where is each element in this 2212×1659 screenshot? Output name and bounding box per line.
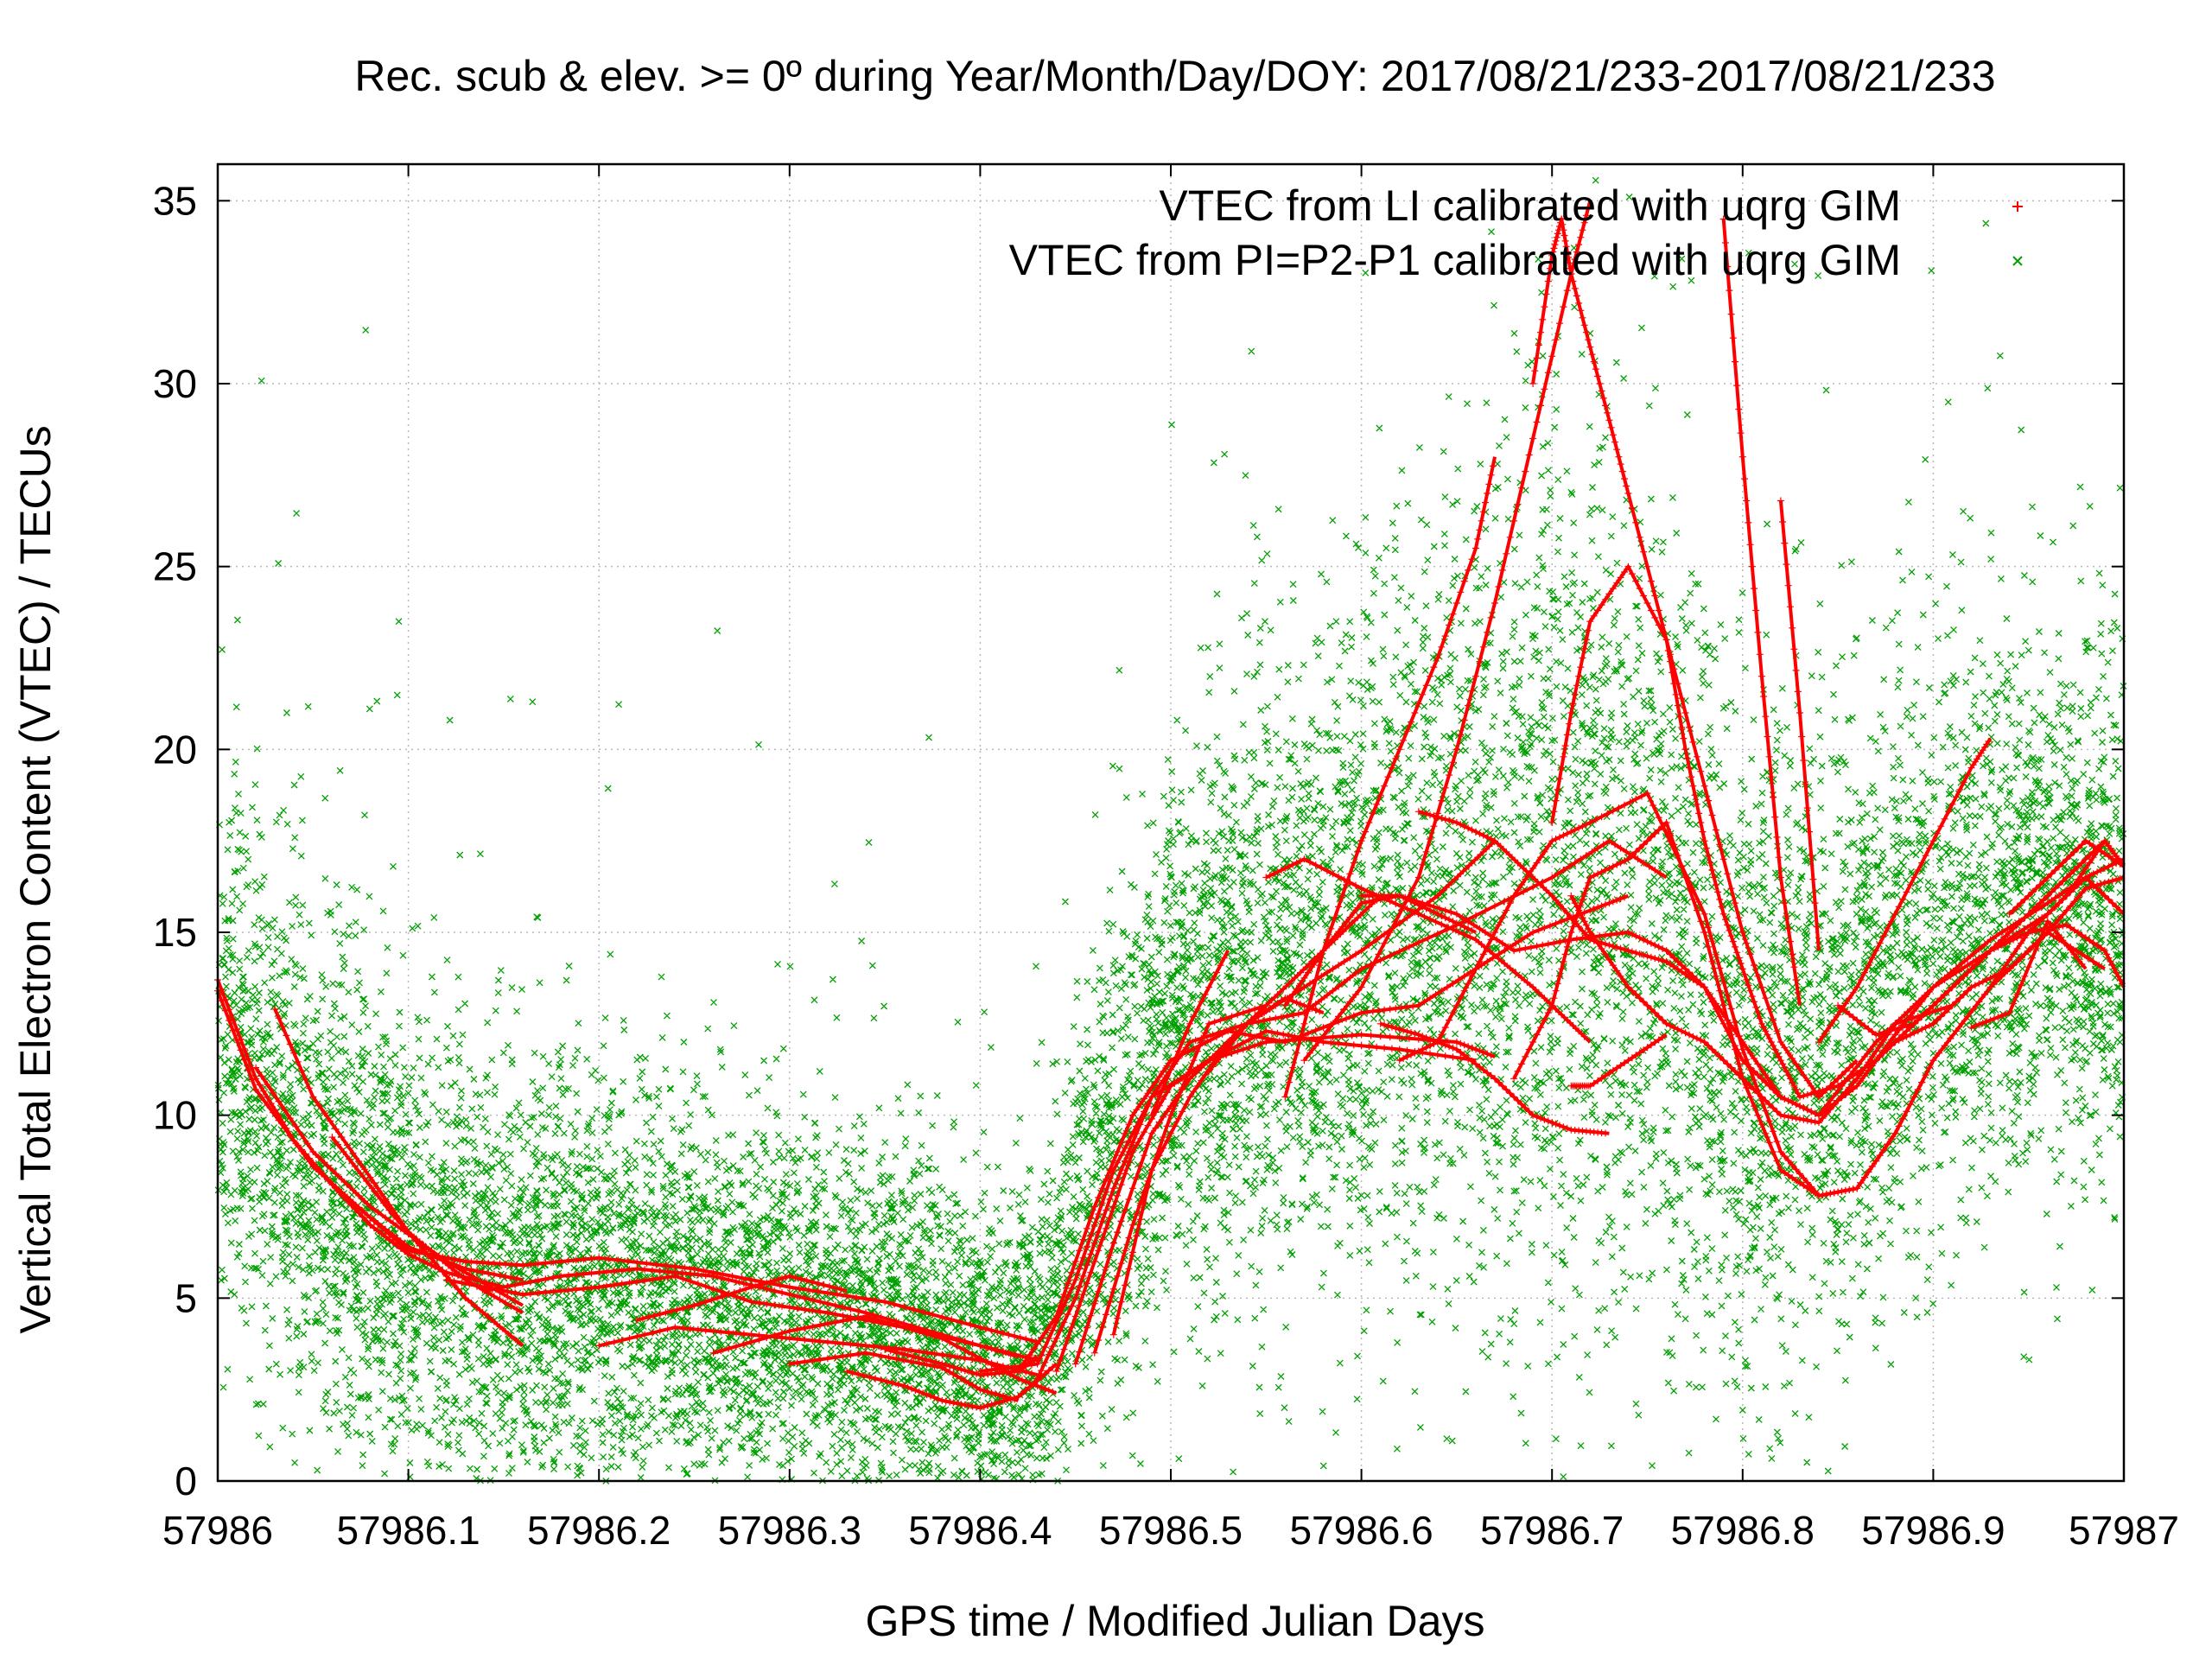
li-arc-plus-marks [595,1324,1035,1377]
li-arc-plus-marks [480,1265,1014,1358]
li-arc-41 [1967,918,2088,1032]
scatter-points [214,176,2127,1484]
chart-title: Rec. scub & elev. >= 0º during Year/Mont… [354,52,1995,100]
li-arc-plus-marks [1262,855,1588,1040]
li-arc-40 [1891,874,2125,1046]
li-arc-plus-marks [1815,738,1993,1046]
li-arc-plus-marks [633,1272,845,1324]
y-tick-label: 5 [175,1275,197,1320]
x-tick-label: 57986.3 [718,1508,861,1553]
li-arc-12 [843,1362,1058,1412]
li-arc-plus-marks [1376,1020,1609,1137]
x-tick-label: 57986 [162,1508,273,1553]
grid-lines [218,164,2124,1481]
plot-frame [216,162,2126,1483]
li-arc-23 [1262,855,1592,1044]
y-tick-label: 35 [153,178,197,223]
li-arc-plus-marks [1548,563,1857,1101]
li-arc-11 [785,1349,1020,1403]
y-tick-label: 20 [153,727,197,772]
x-tick-label: 57986.8 [1671,1508,1815,1553]
li-arc-plus-marks [1891,874,2124,1046]
y-tick-label: 0 [175,1459,197,1503]
li-arc-plus-marks [785,1349,1019,1403]
li-arc-29 [1414,808,2126,1119]
li-arc-plus-marks [1777,497,1821,931]
li-arc-26 [1300,200,1592,1065]
li-arc-5 [366,1214,1039,1344]
x-tick-label: 57986.5 [1099,1508,1243,1553]
x-tick-label: 57986.9 [1861,1508,2005,1553]
legend-label-pi: VTEC from PI=P2-P1 calibrated with uqrg … [1009,236,1901,284]
li-arc-35 [1376,1020,1610,1137]
li-arc-21 [1147,950,1230,1119]
li-arc-plus-marks [1967,918,2086,1032]
x-axis-label: GPS time / Modified Julian Days [866,1597,1485,1645]
li-arc-37 [1777,497,1821,951]
li-arc-22 [1205,995,1325,1075]
li-arc-plus-marks [1567,1033,1667,1090]
x-tick-label: 57987 [2069,1508,2179,1553]
li-arc-plus-marks [1300,204,1592,1065]
x-tick-label: 57986.7 [1480,1508,1624,1553]
li-arc-plus-marks [1834,921,2126,1039]
x-tick-label: 57986.1 [336,1508,480,1553]
pi-scatter-marks [214,176,2127,1484]
li-arc-34 [1567,1033,1668,1090]
y-tick-label: 15 [153,910,197,955]
li-arc-38 [1815,737,1993,1046]
li-arc-plus-marks [366,1214,1035,1344]
li-arc-32 [1548,563,1859,1101]
legend-marker-li [2012,201,2023,212]
legend: VTEC from LI calibrated with uqrg GIM VT… [1009,181,2023,284]
li-arc-plus-marks [1719,215,1802,996]
li-arc-plus-marks [1147,954,1228,1119]
x-tick-label: 57986.2 [527,1508,671,1553]
li-arc-9 [633,1272,848,1324]
li-arc-plus-marks [1414,808,2124,1119]
li-arc-36 [1719,215,1802,1006]
x-tick-label: 57986.6 [1289,1508,1433,1553]
li-arc-plus-marks [1281,462,1497,1101]
y-tick-label: 25 [153,544,197,589]
y-tick-label: 30 [153,361,197,406]
x-tick-label: 57986.4 [908,1508,1052,1553]
li-arc-39 [1834,921,2126,1039]
legend-label-li: VTEC from LI calibrated with uqrg GIM [1159,181,1901,230]
y-axis-label: Vertical Total Electron Content (VTEC) /… [11,425,60,1333]
axis-ticks: 57986 57986.1 57986.2 57986.3 57986.4 57986.5… [153,164,2179,1553]
li-arc-plus-marks [843,1363,1057,1412]
li-arcs [214,200,2126,1412]
y-tick-label: 10 [153,1093,197,1138]
legend-marker-pi [2012,256,2023,266]
li-arc-42 [2005,837,2126,918]
li-arc-plus-marks [2005,837,2124,918]
